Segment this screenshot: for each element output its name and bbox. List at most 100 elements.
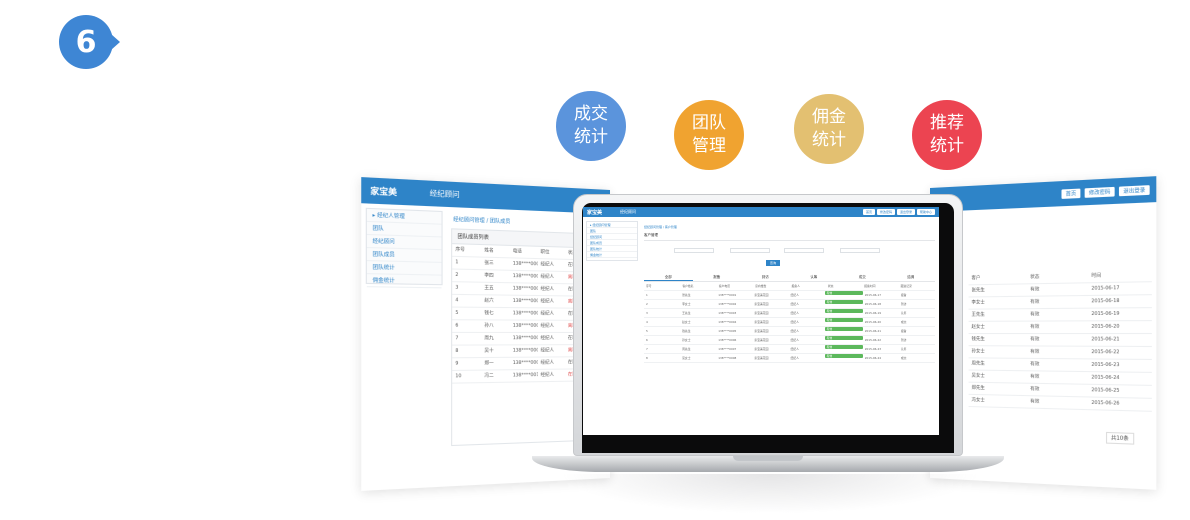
tab-6[interactable]: 结佣 bbox=[907, 275, 915, 279]
sidebar-item[interactable]: 佣金统计 bbox=[587, 252, 637, 258]
table-row: 4 赵女士 138****0004 家宝美花园 经纪人 有效 2015-06-20 成交 bbox=[644, 318, 935, 327]
table-cell: 有效 bbox=[1030, 287, 1040, 293]
header-button[interactable]: 修改密码 bbox=[1084, 186, 1115, 198]
right-panel-pagination[interactable]: 共10条 bbox=[1105, 431, 1135, 445]
table-cell: 状态 bbox=[827, 284, 834, 288]
screen-search-button[interactable]: 查询 bbox=[766, 260, 780, 266]
table-cell: 有效 bbox=[1030, 337, 1040, 343]
table-cell: 2015-06-24 bbox=[864, 356, 882, 360]
table-cell: 2015-06-26 bbox=[1091, 400, 1120, 407]
table-cell: 成交 bbox=[900, 356, 907, 360]
table-cell: 2015-06-22 bbox=[864, 338, 882, 342]
right-panel-table: 客户 状态 时间 张先生 有效 2015-06-17 李女士 有效 2015-06-18 王先生有… bbox=[968, 269, 1152, 412]
table-cell: 郑先生 bbox=[971, 385, 985, 392]
table-row: 3 王先生 138****0003 家宝美花园 经纪人 有效 2015-06-19 认筹 bbox=[644, 309, 935, 318]
table-cell: 家宝美花园 bbox=[754, 329, 769, 333]
sidebar-item[interactable]: ▸ 经纪顾问管理 bbox=[587, 222, 637, 228]
screen-nav[interactable]: 经纪顾问 bbox=[620, 209, 637, 214]
left-panel-nav[interactable]: 经纪顾问 bbox=[429, 189, 460, 200]
table-cell: 客户姓名 bbox=[682, 284, 694, 288]
table-cell: 钱先生 bbox=[682, 329, 691, 333]
table-cell: 2015-06-19 bbox=[864, 311, 882, 315]
screen-filter-area: 查询 bbox=[644, 241, 935, 269]
screen-filter-input[interactable] bbox=[674, 248, 714, 253]
feature-bubble-1: 成交 统计 bbox=[556, 91, 626, 161]
table-cell: 张先生 bbox=[682, 293, 691, 297]
right-panel-header: 首页 修改密码 退出登录 bbox=[930, 176, 1157, 212]
table-cell: 成交 bbox=[900, 320, 907, 324]
left-panel-table: 序号姓名电话职位状态1张三138****0001经纪人在职2李四138****0… bbox=[452, 244, 592, 384]
table-cell: 赵女士 bbox=[682, 320, 691, 324]
table-cell: 5 bbox=[455, 310, 459, 317]
table-cell: 4 bbox=[455, 298, 459, 304]
header-button[interactable]: 首页 bbox=[1061, 188, 1081, 199]
tab-4[interactable]: 认筹 bbox=[810, 275, 818, 279]
table-cell: 2015-06-17 bbox=[864, 293, 882, 297]
screen-section-title: 客户管理 bbox=[644, 233, 935, 241]
sidebar-item[interactable]: 佣金统计 bbox=[366, 274, 442, 289]
table-cell: 姓名 bbox=[484, 248, 494, 254]
tab-3[interactable]: 到访 bbox=[761, 275, 769, 279]
header-button[interactable]: 退出登录 bbox=[1118, 184, 1150, 196]
tab-5[interactable]: 成交 bbox=[858, 275, 866, 279]
table-cell: 4 bbox=[646, 320, 648, 324]
right-admin-panel: 首页 修改密码 退出登录 客户 状态 时间 张先生 有效 2015-06-17 李女士 有效 201… bbox=[930, 176, 1157, 490]
header-button[interactable]: 修改密码 bbox=[876, 209, 895, 215]
table-row: 7 周先生 138****0007 家宝美花园 经纪人 有效 2015-06-23 认筹 bbox=[644, 345, 935, 354]
screen-filter-select[interactable] bbox=[730, 248, 770, 253]
sidebar-item[interactable]: 团队 bbox=[587, 228, 637, 234]
table-cell: 有效 bbox=[824, 336, 863, 340]
table-cell: 经纪人 bbox=[790, 338, 799, 342]
laptop-notch bbox=[733, 456, 803, 461]
table-cell: 周先生 bbox=[682, 347, 691, 351]
tab-1[interactable]: 全部 bbox=[644, 273, 693, 281]
table-cell: 2015-06-18 bbox=[864, 302, 882, 306]
table-cell: 138****0002 bbox=[512, 273, 538, 280]
table-cell: 2015-06-25 bbox=[1091, 388, 1120, 394]
table-cell: 钱先生 bbox=[971, 337, 985, 343]
table-cell: 客户 bbox=[971, 275, 981, 282]
table-cell: 有效 bbox=[1030, 386, 1040, 393]
table-cell: 经纪人 bbox=[790, 311, 799, 315]
table-cell: 有效 bbox=[824, 318, 863, 322]
table-cell: 经纪人 bbox=[540, 274, 554, 280]
table-cell: 2015-06-24 bbox=[1091, 375, 1120, 382]
left-panel-logo: 家宝美 bbox=[370, 185, 397, 197]
table-cell: 张先生 bbox=[971, 288, 985, 294]
sidebar-item[interactable]: 团队统计 bbox=[587, 246, 637, 252]
table-row: 冯女士 有效 2015-06-26 bbox=[968, 394, 1152, 412]
screen-filter-input-2[interactable] bbox=[784, 248, 824, 253]
tab-2[interactable]: 报备 bbox=[713, 275, 721, 279]
table-row: 5 钱先生 138****0005 家宝美花园 经纪人 有效 2015-06-21 报备 bbox=[644, 327, 935, 336]
table-cell: 赵六 bbox=[484, 298, 494, 304]
header-button[interactable]: 退出登录 bbox=[896, 209, 915, 215]
screen-filter-input-3[interactable] bbox=[840, 248, 880, 253]
table-cell: 经纪人 bbox=[540, 262, 554, 268]
header-button[interactable]: 帮助中心 bbox=[916, 209, 935, 215]
header-button[interactable]: 首页 bbox=[862, 209, 875, 215]
table-cell: 跟进记录 bbox=[900, 284, 912, 288]
sidebar-item[interactable]: 团队成员 bbox=[587, 240, 637, 246]
table-cell: 时间 bbox=[1091, 273, 1101, 280]
screen-breadcrumb: 经纪顾问管理 / 客户管理 bbox=[644, 225, 677, 229]
table-cell: 6 bbox=[455, 323, 459, 329]
screen-header-buttons: 首页 修改密码 退出登录 帮助中心 bbox=[861, 209, 935, 215]
table-cell: 家宝美花园 bbox=[754, 338, 769, 342]
sidebar-item[interactable]: 经纪顾问 bbox=[587, 234, 637, 240]
table-cell: 有效 bbox=[824, 354, 863, 358]
table-cell: 职位 bbox=[540, 249, 550, 256]
feature-bubble-2: 团队 管理 bbox=[674, 100, 744, 170]
table-cell: 3 bbox=[646, 311, 648, 315]
table-cell: 有效 bbox=[824, 291, 863, 295]
table-cell: 有效 bbox=[1030, 374, 1040, 380]
table-cell: 孙女士 bbox=[971, 349, 985, 355]
screen-logo: 家宝美 bbox=[587, 209, 603, 216]
table-cell: 138****0003 bbox=[718, 311, 737, 315]
laptop: 家宝美 经纪顾问 首页 修改密码 退出登录 帮助中心 ▸ 经纪顾问管理 团队 经纪顾问 团队… bbox=[573, 194, 963, 456]
table-cell: 家宝美花园 bbox=[754, 347, 769, 351]
table-cell: 冯女士 bbox=[971, 397, 985, 404]
table-cell: 序号 bbox=[646, 284, 652, 288]
table-cell: 王五 bbox=[484, 285, 494, 292]
table-cell: 经纪人 bbox=[540, 372, 554, 379]
